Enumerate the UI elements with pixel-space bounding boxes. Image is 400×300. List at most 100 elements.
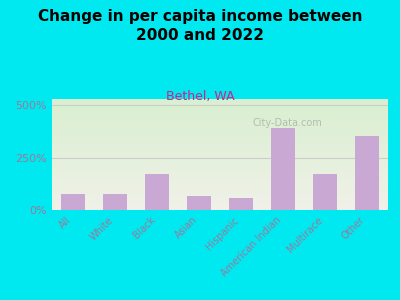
Bar xyxy=(52,127,388,128)
Bar xyxy=(52,140,388,141)
Bar xyxy=(52,106,388,107)
Bar xyxy=(52,115,388,116)
Bar xyxy=(52,136,388,137)
Bar xyxy=(52,113,388,115)
Bar xyxy=(52,100,388,101)
Bar xyxy=(62,194,84,210)
Bar xyxy=(52,147,388,148)
Bar xyxy=(356,136,378,210)
Bar xyxy=(52,154,388,156)
Bar xyxy=(52,129,388,130)
Bar xyxy=(52,110,388,111)
Bar xyxy=(52,199,388,200)
Bar xyxy=(52,200,388,201)
Bar xyxy=(52,168,388,169)
Bar xyxy=(52,207,388,208)
Bar xyxy=(52,151,388,152)
Bar xyxy=(52,150,388,151)
Bar xyxy=(52,201,388,202)
Bar xyxy=(52,203,388,205)
Bar xyxy=(52,102,388,104)
Bar xyxy=(52,164,388,166)
Bar xyxy=(52,132,388,134)
Text: Bethel, WA: Bethel, WA xyxy=(166,90,234,103)
Bar xyxy=(52,197,388,198)
Bar xyxy=(52,108,388,109)
Bar xyxy=(52,139,388,140)
Bar xyxy=(52,156,388,157)
Bar xyxy=(52,123,388,124)
Bar xyxy=(52,194,388,196)
Bar xyxy=(52,181,388,182)
Bar xyxy=(52,128,388,129)
Bar xyxy=(52,124,388,126)
Bar xyxy=(52,176,388,177)
Bar xyxy=(52,183,388,184)
Bar xyxy=(52,196,388,197)
Bar xyxy=(52,180,388,181)
Bar xyxy=(104,194,126,210)
Bar xyxy=(52,209,388,210)
Bar xyxy=(52,122,388,123)
Bar xyxy=(230,199,252,210)
Bar xyxy=(52,103,388,105)
Bar xyxy=(52,134,388,136)
Bar xyxy=(52,152,388,153)
Bar xyxy=(52,179,388,180)
Bar xyxy=(52,146,388,147)
Bar xyxy=(52,116,388,117)
Bar xyxy=(52,126,388,127)
Bar xyxy=(52,175,388,176)
Bar xyxy=(52,184,388,186)
Bar xyxy=(52,99,388,100)
Bar xyxy=(52,167,388,168)
Bar xyxy=(52,187,388,188)
Bar xyxy=(188,196,210,210)
Bar xyxy=(52,191,388,192)
Bar xyxy=(52,189,388,190)
Bar xyxy=(52,198,388,199)
Bar xyxy=(52,172,388,173)
Bar xyxy=(52,205,388,206)
Bar xyxy=(52,118,388,119)
Bar xyxy=(52,162,388,164)
Bar xyxy=(52,160,388,161)
Bar xyxy=(52,188,388,189)
Bar xyxy=(52,173,388,175)
Bar xyxy=(146,174,168,210)
Bar xyxy=(314,174,336,210)
Bar xyxy=(52,206,388,207)
Bar xyxy=(52,169,388,170)
Bar xyxy=(52,137,388,138)
Bar xyxy=(52,130,388,131)
Bar xyxy=(52,117,388,118)
Bar xyxy=(52,192,388,193)
Text: Change in per capita income between
2000 and 2022: Change in per capita income between 2000… xyxy=(38,9,362,43)
Bar xyxy=(52,153,388,154)
Bar xyxy=(272,128,294,210)
Bar xyxy=(52,138,388,139)
Bar xyxy=(52,161,388,162)
Bar xyxy=(52,112,388,113)
Bar xyxy=(52,109,388,110)
Bar xyxy=(52,111,388,112)
Bar xyxy=(52,107,388,108)
Bar xyxy=(52,120,388,121)
Bar xyxy=(52,105,388,106)
Bar xyxy=(52,145,388,146)
Bar xyxy=(52,142,388,143)
Text: City-Data.com: City-Data.com xyxy=(252,118,322,128)
Bar xyxy=(52,171,388,172)
Bar xyxy=(52,170,388,171)
Bar xyxy=(52,158,388,159)
Bar xyxy=(52,159,388,160)
Bar xyxy=(52,157,388,158)
Bar xyxy=(52,148,388,149)
Bar xyxy=(52,101,388,102)
Bar xyxy=(52,186,388,187)
Bar xyxy=(52,202,388,203)
Bar xyxy=(52,143,388,145)
Bar xyxy=(52,182,388,183)
Bar xyxy=(52,166,388,167)
Bar xyxy=(52,119,388,120)
